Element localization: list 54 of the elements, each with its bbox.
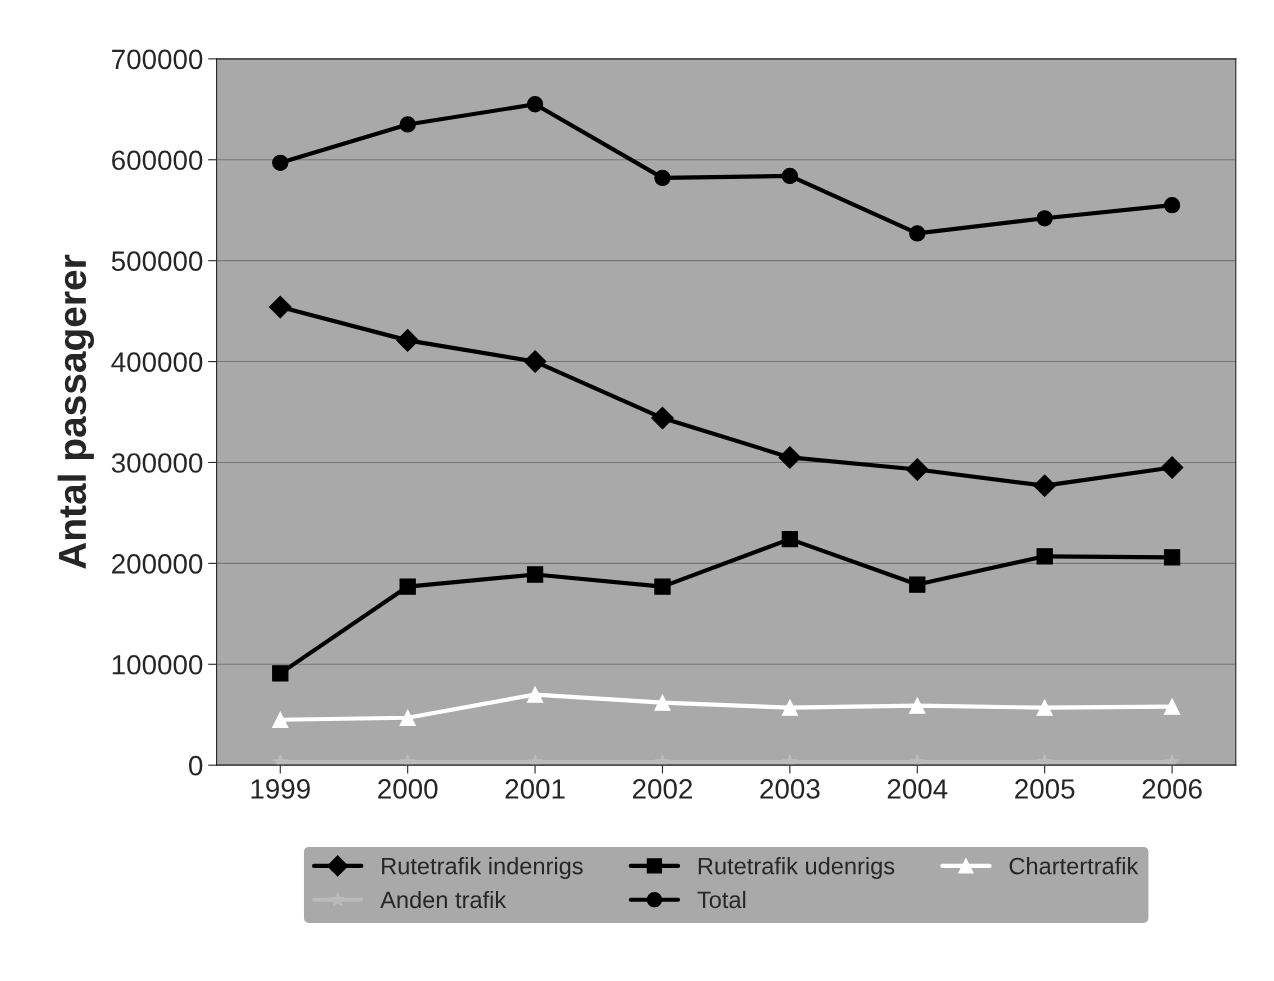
- point: [778, 446, 802, 469]
- point: [654, 169, 671, 187]
- point: [1036, 210, 1053, 227]
- point: [272, 665, 289, 682]
- y-tick-label: 700000: [112, 49, 203, 70]
- x-tick-label: 2001: [505, 779, 565, 799]
- point: [781, 167, 799, 185]
- point: [1160, 456, 1184, 479]
- point: [526, 686, 544, 703]
- point: [1036, 548, 1053, 565]
- point: [651, 406, 674, 430]
- point: [654, 694, 671, 711]
- point: [905, 458, 929, 481]
- point: [654, 578, 671, 595]
- y-tick-label: 100000: [112, 654, 203, 675]
- y-tick-label: 300000: [111, 453, 203, 473]
- point: [1163, 698, 1181, 715]
- legend-label: Rutetrafik udenrigs: [698, 857, 895, 880]
- point: [1036, 699, 1053, 716]
- point: [399, 709, 416, 726]
- y-tick-label: 600000: [112, 150, 203, 171]
- y-axis-title: Antal passagerer: [57, 254, 95, 569]
- point: [1163, 549, 1181, 566]
- x-tick-label: 1999: [251, 779, 310, 799]
- legend-label: Rutetrafik indenrigs: [382, 857, 583, 880]
- point: [272, 154, 289, 171]
- point: [523, 350, 547, 373]
- legend-label: Total: [697, 890, 746, 909]
- y-tick-label: 400000: [111, 352, 203, 372]
- point: [1033, 474, 1056, 497]
- legend-label: Chartertrafik: [1009, 857, 1139, 875]
- y-tick-label: 0: [189, 755, 203, 776]
- point: [272, 711, 289, 728]
- point: [909, 576, 926, 593]
- y-tick-label: 200000: [112, 554, 203, 574]
- point: [909, 225, 926, 242]
- legend-label: Anden trafik: [380, 890, 507, 909]
- x-tick-label: 2004: [887, 779, 948, 799]
- x-tick-label: 2000: [378, 779, 438, 799]
- point: [268, 295, 292, 319]
- point: [781, 699, 799, 716]
- point: [399, 116, 416, 133]
- x-tick-label: 2005: [1015, 779, 1075, 799]
- x-tick-label: 2006: [1142, 779, 1202, 799]
- x-tick-label: 2002: [632, 779, 692, 799]
- point: [526, 566, 544, 583]
- y-tick-label: 500000: [111, 251, 203, 271]
- point: [526, 96, 544, 113]
- x-tick-label: 2003: [760, 779, 820, 799]
- point: [399, 578, 416, 595]
- point: [1163, 197, 1181, 214]
- point: [396, 329, 419, 352]
- point: [781, 531, 799, 548]
- point: [909, 697, 926, 714]
